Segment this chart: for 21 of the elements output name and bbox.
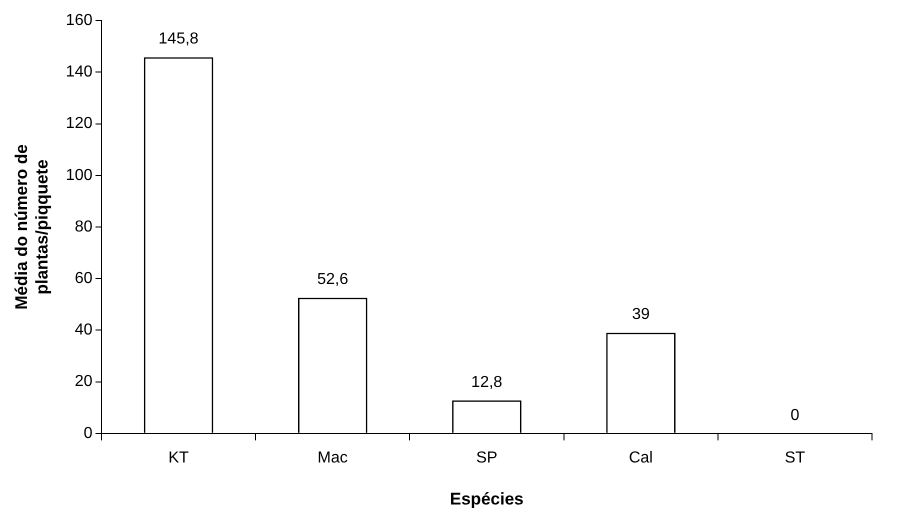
data-label: 52,6 [317,271,348,288]
y-tick-label: 100 [66,166,93,184]
data-label: 145,8 [158,30,199,48]
data-label: 39 [632,306,650,324]
x-axis-title: Espécies [450,489,524,508]
x-tick-label: ST [784,449,806,466]
y-tick-label: 120 [66,115,93,132]
x-tick-label: KT [168,449,189,466]
x-tick-label: SP [476,449,498,466]
y-tick-label: 160 [66,12,93,30]
x-tick-label: Cal [628,449,653,466]
y-tick-label: 60 [74,270,93,288]
data-label: 12,8 [471,374,502,391]
data-label: 0 [790,406,800,424]
y-tick-label: 80 [74,218,93,236]
y-tick-label: 40 [74,322,93,339]
y-tick-label: 0 [84,424,93,442]
y-tick-label: 140 [66,64,93,81]
y-tick-label: 20 [74,373,93,390]
y-axis-title: Média do número de plantas/piqquete [12,144,52,310]
x-tick-label: Mac [318,449,348,466]
